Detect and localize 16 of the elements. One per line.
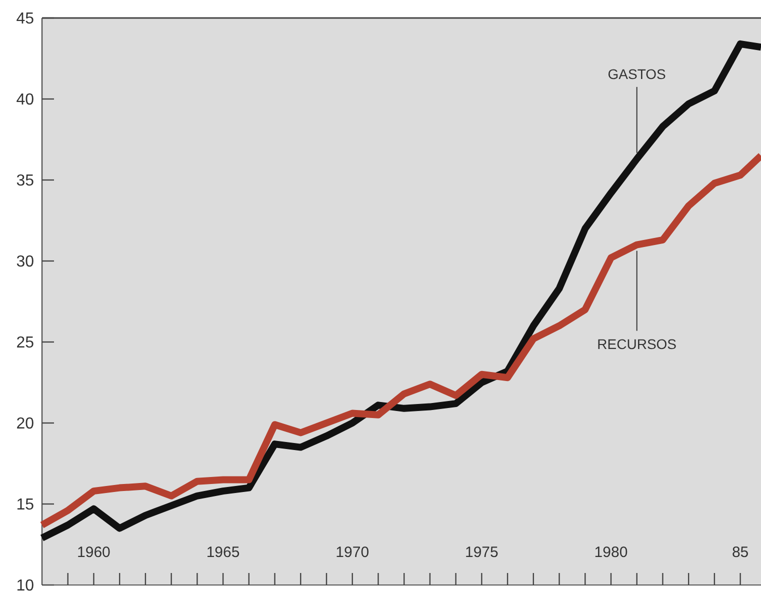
x-tick-label: 1960: [77, 544, 110, 561]
y-tick-label: 30: [16, 254, 34, 271]
y-tick-label: 45: [16, 10, 34, 28]
x-tick-label: 1965: [206, 544, 240, 561]
x-tick-label: 1980: [594, 544, 628, 561]
y-tick-label: 25: [16, 334, 34, 352]
x-tick-label: 1975: [464, 544, 498, 561]
x-tick-label: 1970: [336, 544, 370, 561]
y-tick-label: 15: [16, 496, 34, 514]
y-tick-label: 10: [16, 578, 34, 595]
text: RECURSOS: [597, 336, 677, 352]
y-tick-label: 40: [16, 92, 34, 109]
y-tick-label: 35: [16, 172, 34, 190]
x-tick-label: 85: [732, 544, 749, 561]
text: GASTOS: [608, 66, 666, 82]
y-tick-label: 20: [16, 416, 34, 433]
